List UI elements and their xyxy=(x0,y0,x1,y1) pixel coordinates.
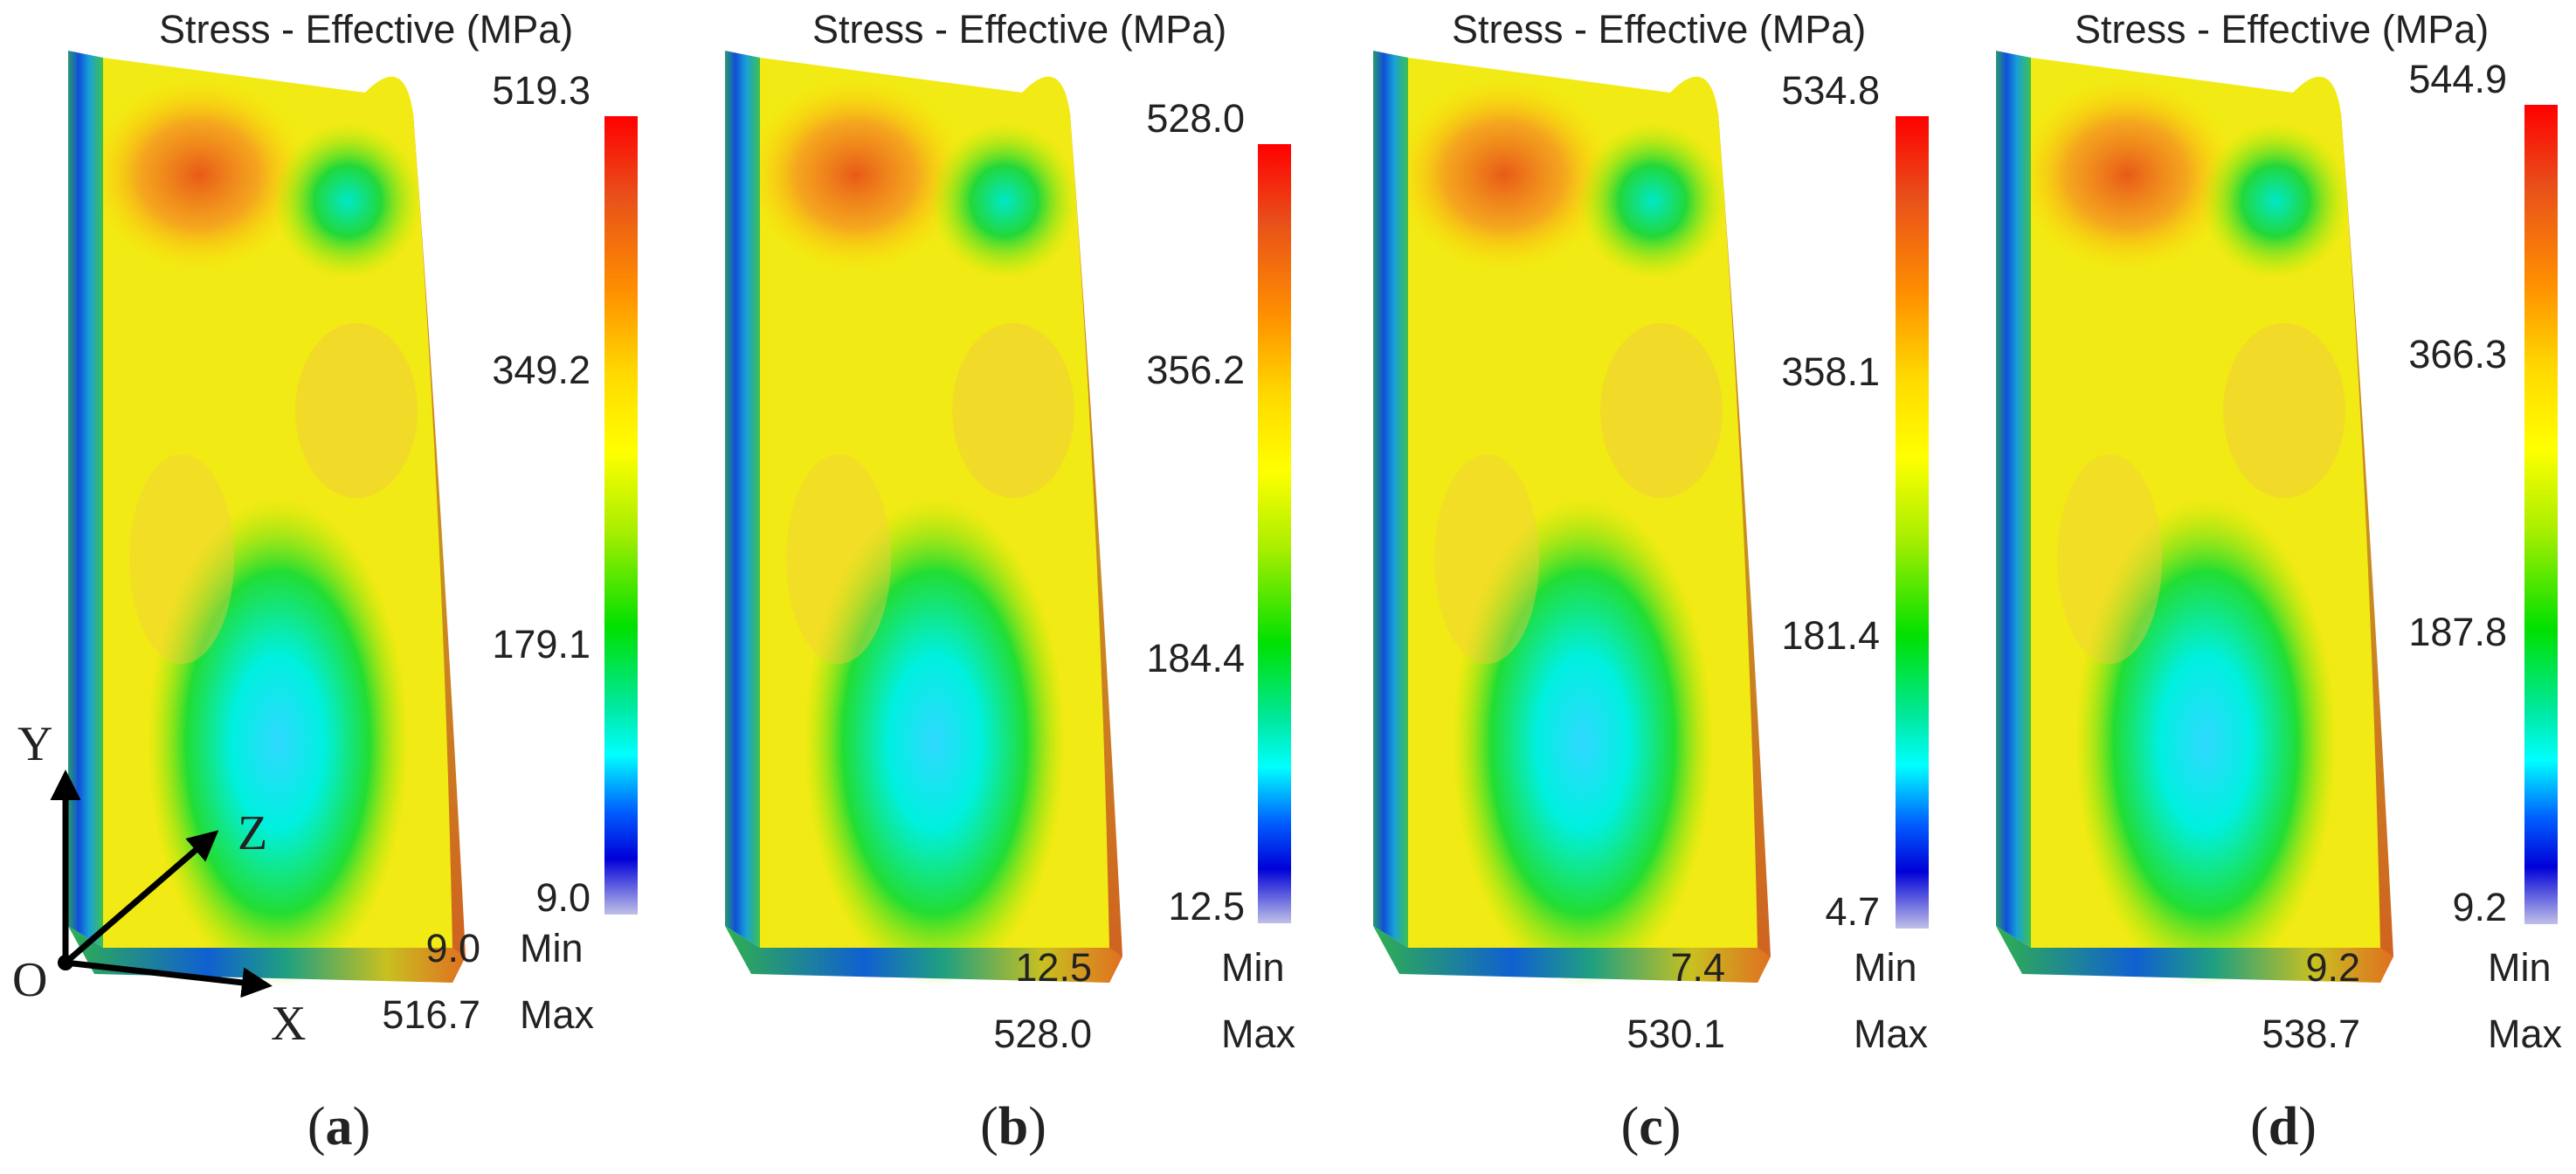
x-axis-label: X xyxy=(271,997,307,1051)
min-value: 12.5 xyxy=(1015,945,1092,990)
panel-caption-letter: c xyxy=(1639,1097,1663,1157)
origin-dot xyxy=(58,955,73,970)
panel-caption: (b) xyxy=(980,1097,1046,1157)
z-axis-label: Z xyxy=(238,806,268,860)
panel-caption-letter: d xyxy=(2268,1097,2299,1157)
colorbar xyxy=(604,116,638,915)
max-label: Max xyxy=(1221,1012,1296,1056)
panel-caption: (d) xyxy=(2250,1097,2317,1157)
z-axis-arrow xyxy=(63,830,219,965)
colorbar-tick-label: 519.3 xyxy=(492,68,590,113)
panel-caption: (a) xyxy=(307,1097,371,1157)
part-left-face xyxy=(725,51,760,948)
colorbar xyxy=(2524,105,2558,924)
colorbar-tick-label: 534.8 xyxy=(1781,68,1880,113)
legend-title: Stress - Effective (MPa) xyxy=(2075,7,2490,52)
min-label: Min xyxy=(1221,945,1285,990)
colorbar-tick-label: 9.2 xyxy=(2452,885,2507,929)
min-label: Min xyxy=(520,926,584,970)
colorbar-tick-label: 184.4 xyxy=(1146,636,1245,680)
legend-title: Stress - Effective (MPa) xyxy=(159,7,574,52)
panel-caption-letter: b xyxy=(998,1097,1029,1157)
part-left-face xyxy=(1373,51,1408,948)
min-label: Min xyxy=(2488,945,2552,990)
min-value: 9.2 xyxy=(2305,945,2360,990)
x-axis-arrow xyxy=(65,959,273,998)
colorbar xyxy=(1896,116,1929,929)
panel-caption-letter: a xyxy=(325,1097,353,1157)
max-label: Max xyxy=(1854,1012,1929,1056)
colorbar-tick-label: 349.2 xyxy=(492,348,590,392)
part-bottom-face xyxy=(1373,926,1771,983)
part-bottom-face xyxy=(725,926,1122,983)
max-value: 538.7 xyxy=(2262,1012,2360,1056)
part-bottom-face xyxy=(68,926,466,983)
colorbar-tick-label: 4.7 xyxy=(1825,889,1880,934)
max-label: Max xyxy=(2488,1012,2563,1056)
colorbar xyxy=(1258,144,1291,923)
panel-caption: (c) xyxy=(1620,1097,1682,1157)
colorbar-tick-label: 366.3 xyxy=(2408,332,2507,376)
origin-label: O xyxy=(12,953,48,1007)
max-label: Max xyxy=(520,992,595,1037)
min-value: 7.4 xyxy=(1670,945,1725,990)
colorbar-tick-label: 181.4 xyxy=(1781,613,1880,658)
part-left-face xyxy=(1996,51,2031,948)
colorbar-tick-label: 358.1 xyxy=(1781,349,1880,394)
colorbar-tick-label: 528.0 xyxy=(1146,96,1245,141)
min-value: 9.0 xyxy=(425,926,480,970)
max-value: 530.1 xyxy=(1626,1012,1725,1056)
colorbar-tick-label: 9.0 xyxy=(535,875,590,920)
y-axis-label: Y xyxy=(17,717,53,771)
colorbar-tick-label: 179.1 xyxy=(492,622,590,666)
part-bottom-face xyxy=(1996,926,2393,983)
colorbar-tick-label: 544.9 xyxy=(2408,57,2507,101)
legend-title: Stress - Effective (MPa) xyxy=(812,7,1227,52)
colorbar-tick-label: 187.8 xyxy=(2408,610,2507,654)
coordinate-axes xyxy=(50,770,273,998)
max-value: 528.0 xyxy=(993,1012,1092,1056)
min-label: Min xyxy=(1854,945,1917,990)
max-value: 516.7 xyxy=(382,992,480,1037)
colorbar-tick-label: 356.2 xyxy=(1146,348,1245,392)
colorbar-tick-label: 12.5 xyxy=(1168,884,1245,929)
legend-title: Stress - Effective (MPa) xyxy=(1452,7,1867,52)
part-left-face xyxy=(68,51,103,948)
